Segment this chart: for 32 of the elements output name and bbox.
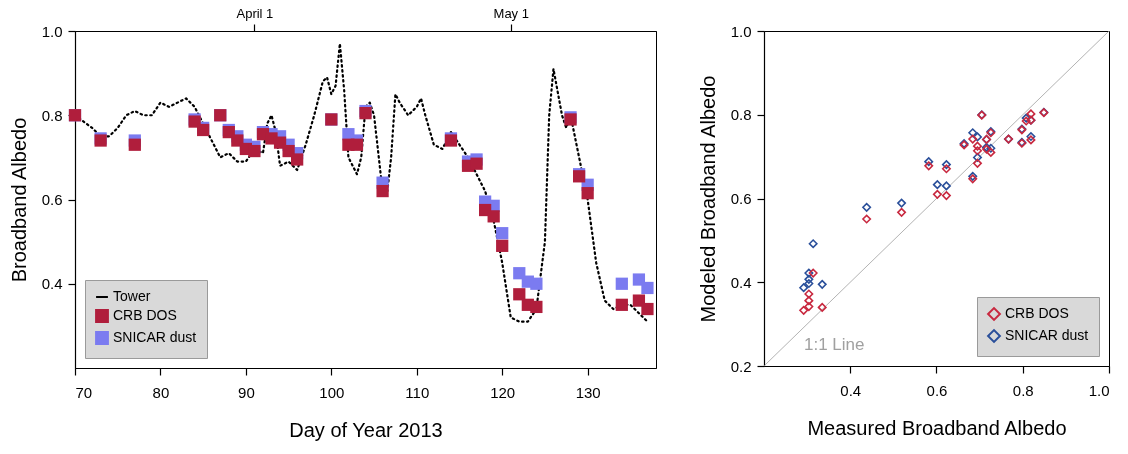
- x-axis-title: Measured Broadband Albedo: [807, 416, 1067, 439]
- x-axis-title: Day of Year 2013: [289, 418, 443, 441]
- y-tick-label: 1.0: [730, 22, 752, 40]
- y-tick-label: 0.8: [730, 106, 752, 124]
- series-label: 1:1 Line: [804, 335, 865, 354]
- x-tick-label: 0.8: [1012, 381, 1034, 399]
- x-tick-label: 130: [575, 383, 601, 401]
- x-tick-label: 1.0: [1088, 381, 1110, 399]
- legend-label: CRB DOS: [1005, 305, 1069, 321]
- y-tick-label: 0.6: [730, 190, 752, 207]
- y-tick-label: 0.4: [41, 275, 63, 293]
- y-tick-label: 0.4: [730, 273, 752, 291]
- x-tick-label: 110: [405, 383, 430, 401]
- x2-tick-label: April 1: [236, 5, 274, 21]
- y-tick-label: 0.6: [41, 191, 63, 208]
- x2-tick-label: May 1: [493, 5, 529, 21]
- x-tick-label: 100: [319, 383, 345, 401]
- x-tick-label: 0.4: [840, 381, 862, 399]
- x-tick-label: 0.6: [926, 381, 948, 399]
- legend-label: Tower: [113, 288, 151, 304]
- legend-label: SNICAR dust: [1005, 327, 1089, 343]
- x-tick-label: 90: [238, 383, 255, 401]
- legend-label: SNICAR dust: [113, 329, 197, 345]
- y-tick-label: 0.8: [41, 106, 63, 124]
- x-tick-label: 80: [152, 383, 170, 401]
- y-axis-title: Modeled Broadband Albedo: [696, 75, 719, 323]
- y-axis-title: Broadband Albedo: [7, 117, 30, 283]
- y-tick-label: 1.0: [41, 22, 63, 40]
- x-tick-label: 120: [490, 383, 516, 401]
- legend-label: CRB DOS: [113, 307, 177, 323]
- y-tick-label: 0.2: [730, 357, 752, 375]
- x-tick-label: 70: [75, 383, 93, 401]
